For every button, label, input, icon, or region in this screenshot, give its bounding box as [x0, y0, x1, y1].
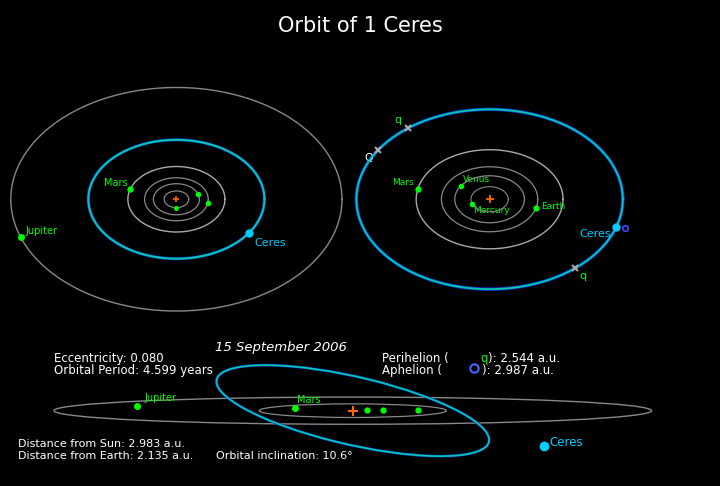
Text: Eccentricity: 0.080: Eccentricity: 0.080: [54, 352, 163, 365]
Text: Orbit of 1 Ceres: Orbit of 1 Ceres: [278, 16, 442, 35]
Text: Q: Q: [365, 153, 374, 163]
Text: Jupiter: Jupiter: [144, 393, 176, 403]
Text: q: q: [580, 271, 587, 281]
Text: Ceres: Ceres: [254, 238, 286, 248]
Text: Mars: Mars: [392, 178, 414, 188]
Text: Venus: Venus: [463, 175, 490, 184]
Text: q: q: [395, 116, 402, 125]
Text: Mars: Mars: [104, 178, 127, 188]
Text: q: q: [480, 352, 487, 365]
Text: Ceres: Ceres: [579, 229, 611, 240]
Text: Mars: Mars: [297, 395, 321, 405]
Text: Mercury: Mercury: [474, 207, 510, 215]
Text: Perihelion (: Perihelion (: [382, 352, 449, 365]
Text: Orbital inclination: 10.6°: Orbital inclination: 10.6°: [216, 451, 353, 461]
Text: ): 2.544 a.u.: ): 2.544 a.u.: [488, 352, 560, 365]
Text: Aphelion (: Aphelion (: [382, 364, 441, 377]
Text: Distance from Earth: 2.135 a.u.: Distance from Earth: 2.135 a.u.: [18, 451, 194, 461]
Text: Orbital Period: 4.599 years: Orbital Period: 4.599 years: [54, 364, 213, 377]
Text: Jupiter: Jupiter: [25, 226, 57, 236]
Text: ): 2.987 a.u.: ): 2.987 a.u.: [482, 364, 554, 377]
Text: Ceres: Ceres: [549, 436, 583, 449]
Text: 15 September 2006: 15 September 2006: [215, 341, 347, 354]
Text: Earth: Earth: [541, 202, 565, 211]
Text: Distance from Sun: 2.983 a.u.: Distance from Sun: 2.983 a.u.: [18, 439, 185, 450]
